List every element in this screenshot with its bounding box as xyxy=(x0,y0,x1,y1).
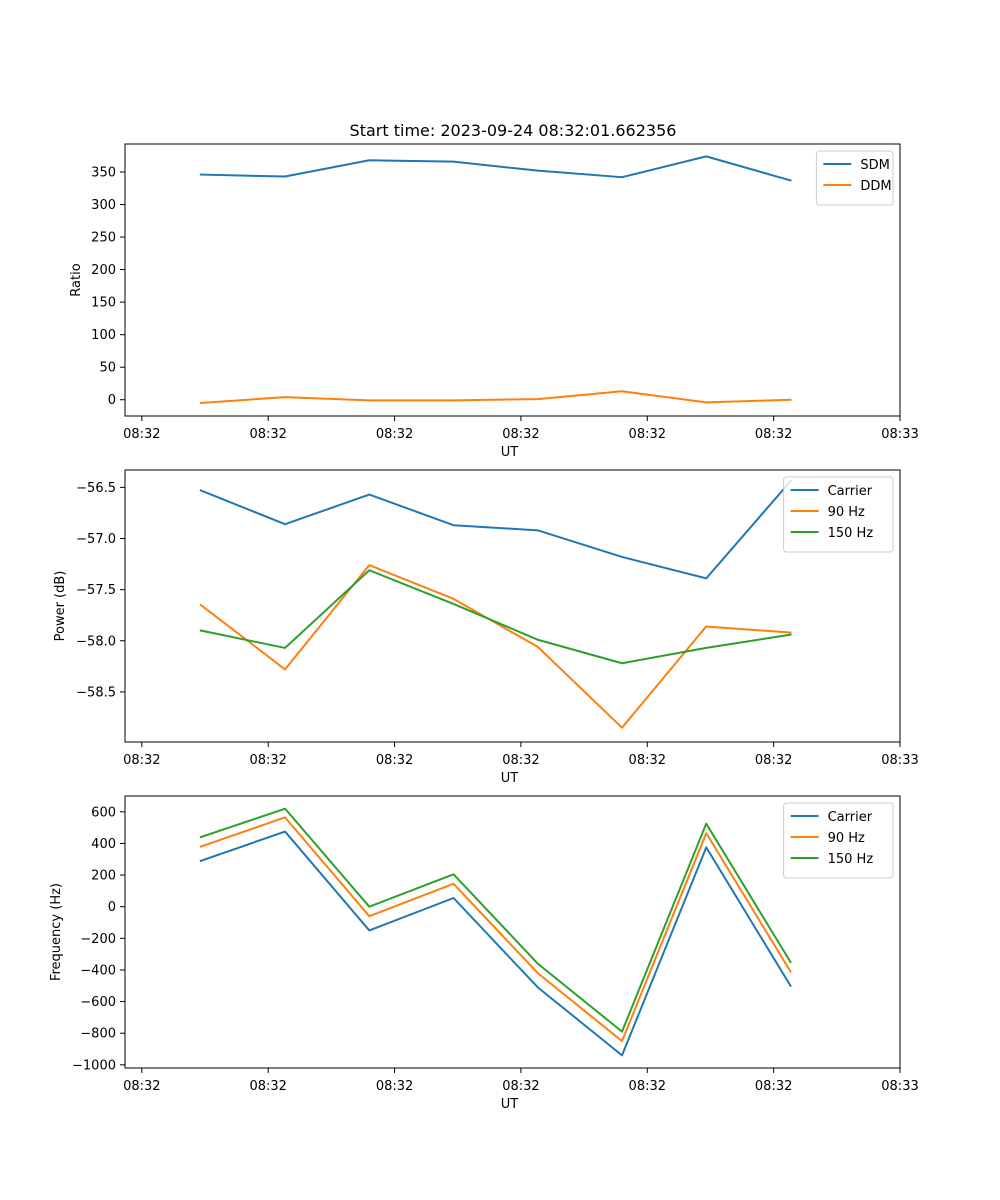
y-tick-label: 0 xyxy=(108,393,116,408)
legend-frame xyxy=(783,476,894,553)
x-tick-label: 08:32 xyxy=(376,427,413,442)
series-line-150-hz xyxy=(199,807,792,1033)
x-tick-label: 08:32 xyxy=(123,753,160,768)
legend-label: 90 Hz xyxy=(828,831,865,846)
x-tick-label: 08:32 xyxy=(502,427,539,442)
series-line-150-hz xyxy=(199,569,792,665)
y-tick-label: 350 xyxy=(91,165,116,180)
y-tick-label: −57.0 xyxy=(76,532,116,547)
x-tick-label: 08:32 xyxy=(123,1079,160,1094)
x-tick-label: 08:32 xyxy=(249,1079,286,1094)
series-line-90-hz xyxy=(199,816,792,1043)
legend: Carrier 90 Hz 150 Hz xyxy=(783,802,894,879)
y-tick-label: −800 xyxy=(80,1027,116,1042)
chart-panel-3: 08:32 08:32 08:32 08:32 08:32 08:32 08:33 −1000… xyxy=(49,795,919,1112)
axes-frame xyxy=(124,469,901,743)
x-tick-label: 08:32 xyxy=(249,427,286,442)
legend: Carrier 90 Hz 150 Hz xyxy=(783,476,894,553)
y-tick-label: 600 xyxy=(91,805,116,820)
y-tick-label: −56.5 xyxy=(76,481,116,496)
series-line-carrier xyxy=(199,479,792,580)
x-axis-label: UT xyxy=(501,771,519,786)
y-tick-label: −400 xyxy=(80,963,116,978)
x-tick-label: 08:32 xyxy=(502,753,539,768)
y-axis-label: Ratio xyxy=(69,263,84,296)
x-tick-label: 08:32 xyxy=(502,1079,539,1094)
x-tick-label: 08:32 xyxy=(376,1079,413,1094)
y-tick-label: −58.0 xyxy=(76,634,116,649)
y-tick-label: 150 xyxy=(91,296,116,311)
legend: SDM DDM xyxy=(815,150,894,206)
series-line-carrier xyxy=(199,830,792,1057)
x-tick-label: 08:32 xyxy=(629,753,666,768)
y-tick-label: 200 xyxy=(91,263,116,278)
axes-container: 08:32 08:32 08:32 08:32 08:32 08:32 08:33 0 50 10… xyxy=(49,143,919,1112)
x-axis-label: UT xyxy=(501,445,519,460)
x-tick-label: 08:32 xyxy=(249,753,286,768)
y-tick-label: −600 xyxy=(80,995,116,1010)
y-tick-label: −58.5 xyxy=(76,685,116,700)
x-tick-label: 08:32 xyxy=(629,427,666,442)
x-tick-label: 08:32 xyxy=(123,427,160,442)
y-tick-label: −57.5 xyxy=(76,583,116,598)
legend-label: Carrier xyxy=(828,810,873,825)
x-tick-label: 08:32 xyxy=(755,1079,792,1094)
figure-title: Start time: 2023-09-24 08:32:01.662356 xyxy=(350,121,677,140)
axes-frame xyxy=(124,143,901,417)
legend-label: 90 Hz xyxy=(828,505,865,520)
chart-panel-2: 08:32 08:32 08:32 08:32 08:32 08:32 08:33 −58.5… xyxy=(53,469,919,786)
y-tick-label: 50 xyxy=(99,361,116,376)
legend-label: DDM xyxy=(860,179,891,194)
y-tick-label: −200 xyxy=(80,932,116,947)
legend-label: SDM xyxy=(860,158,889,173)
chart-panel-1: 08:32 08:32 08:32 08:32 08:32 08:32 08:33 0 50 10… xyxy=(69,143,919,460)
y-tick-label: 200 xyxy=(91,869,116,884)
series-line-ddm xyxy=(199,390,792,405)
x-axis-label: UT xyxy=(501,1097,519,1112)
x-tick-label: 08:33 xyxy=(881,427,918,442)
x-tick-label: 08:32 xyxy=(755,427,792,442)
y-tick-label: 300 xyxy=(91,198,116,213)
y-tick-label: 100 xyxy=(91,328,116,343)
y-tick-label: −1000 xyxy=(72,1058,116,1073)
series-line-sdm xyxy=(199,155,792,182)
y-tick-label: 400 xyxy=(91,837,116,852)
x-tick-label: 08:33 xyxy=(881,1079,918,1094)
x-tick-label: 08:32 xyxy=(629,1079,666,1094)
y-axis-label: Frequency (Hz) xyxy=(49,883,64,981)
x-tick-label: 08:33 xyxy=(881,753,918,768)
axes-frame xyxy=(124,795,901,1069)
legend-label: 150 Hz xyxy=(828,526,874,541)
y-tick-label: 0 xyxy=(108,900,116,915)
x-tick-label: 08:32 xyxy=(376,753,413,768)
legend-label: 150 Hz xyxy=(828,852,874,867)
y-tick-label: 250 xyxy=(91,231,116,246)
legend-label: Carrier xyxy=(828,484,873,499)
y-axis-label: Power (dB) xyxy=(53,571,68,642)
legend-frame xyxy=(783,802,894,879)
x-tick-label: 08:32 xyxy=(755,753,792,768)
